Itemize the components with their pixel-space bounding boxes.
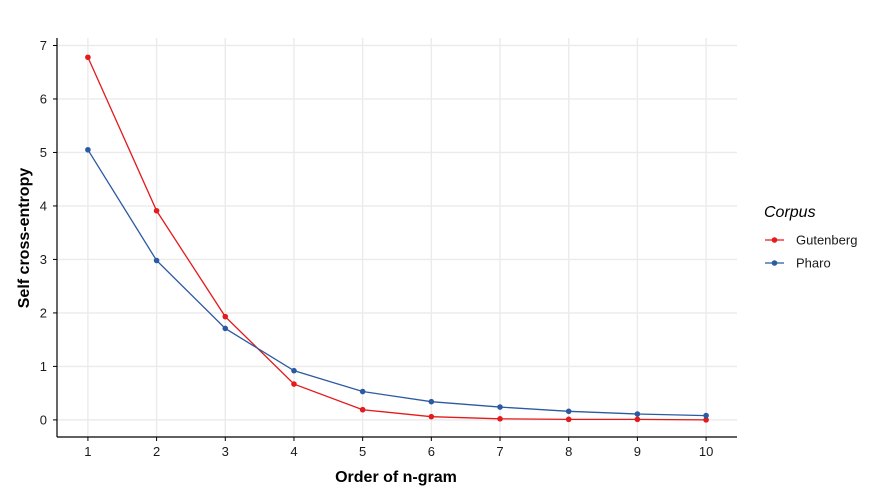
legend-key-point: [771, 260, 778, 266]
data-point: [497, 404, 503, 410]
legend-label: Pharo: [796, 256, 831, 271]
legend: Corpus Gutenberg Pharo: [764, 204, 857, 271]
data-point: [222, 313, 229, 320]
data-point: [497, 416, 503, 422]
y-tick-label: 0: [40, 412, 47, 427]
x-tick-label: 9: [634, 444, 641, 459]
legend-item-pharo: Pharo: [765, 256, 831, 271]
data-point: [291, 367, 297, 374]
y-tick-label: 2: [40, 305, 47, 320]
x-axis-title: Order of n-gram: [335, 469, 457, 486]
y-tick-label: 5: [40, 145, 47, 160]
series-gutenberg: [85, 54, 709, 423]
series-pharo: [85, 146, 709, 419]
plot-axes: [56, 38, 737, 438]
legend-label: Gutenberg: [796, 233, 857, 248]
data-point: [153, 257, 160, 264]
data-point: [703, 412, 709, 419]
data-point: [222, 325, 229, 332]
data-point: [565, 416, 572, 423]
x-tick-label: 6: [428, 444, 435, 459]
data-point: [634, 411, 641, 417]
x-tick-label: 8: [565, 444, 572, 459]
data-point: [359, 388, 366, 395]
series-line: [87, 149, 707, 417]
x-tick-label: 1: [84, 444, 91, 459]
series-group: [85, 54, 709, 423]
series-line: [87, 56, 707, 421]
data-point: [565, 408, 572, 415]
y-tick-label: 4: [40, 198, 47, 213]
legend-item-gutenberg: Gutenberg: [765, 233, 857, 248]
grid-lines: [57, 38, 737, 437]
y-tick-label: 6: [40, 91, 47, 106]
data-point: [428, 413, 435, 420]
data-point: [291, 381, 297, 387]
data-point: [153, 207, 160, 214]
y-tick-label: 1: [40, 359, 47, 374]
data-point: [85, 146, 91, 153]
data-point: [428, 398, 435, 405]
x-tick-label: 3: [222, 444, 229, 459]
y-axis-title: Self cross-entropy: [16, 168, 33, 309]
x-ticks: 1 2 3 4 5 6 7 8 9 10: [84, 437, 713, 459]
data-point: [85, 54, 91, 61]
y-ticks: 0 1 2 3 4 5 6 7: [40, 38, 57, 427]
x-tick-label: 5: [359, 444, 366, 459]
x-tick-label: 4: [290, 444, 297, 459]
legend-title: Corpus: [764, 204, 816, 221]
y-tick-label: 3: [40, 252, 47, 267]
y-tick-label: 7: [40, 38, 47, 53]
x-tick-label: 7: [496, 444, 503, 459]
legend-key-point: [771, 237, 778, 243]
data-point: [703, 417, 709, 423]
x-tick-label: 10: [699, 444, 713, 459]
data-point: [634, 416, 641, 423]
data-point: [359, 406, 366, 413]
x-tick-label: 2: [153, 444, 160, 459]
